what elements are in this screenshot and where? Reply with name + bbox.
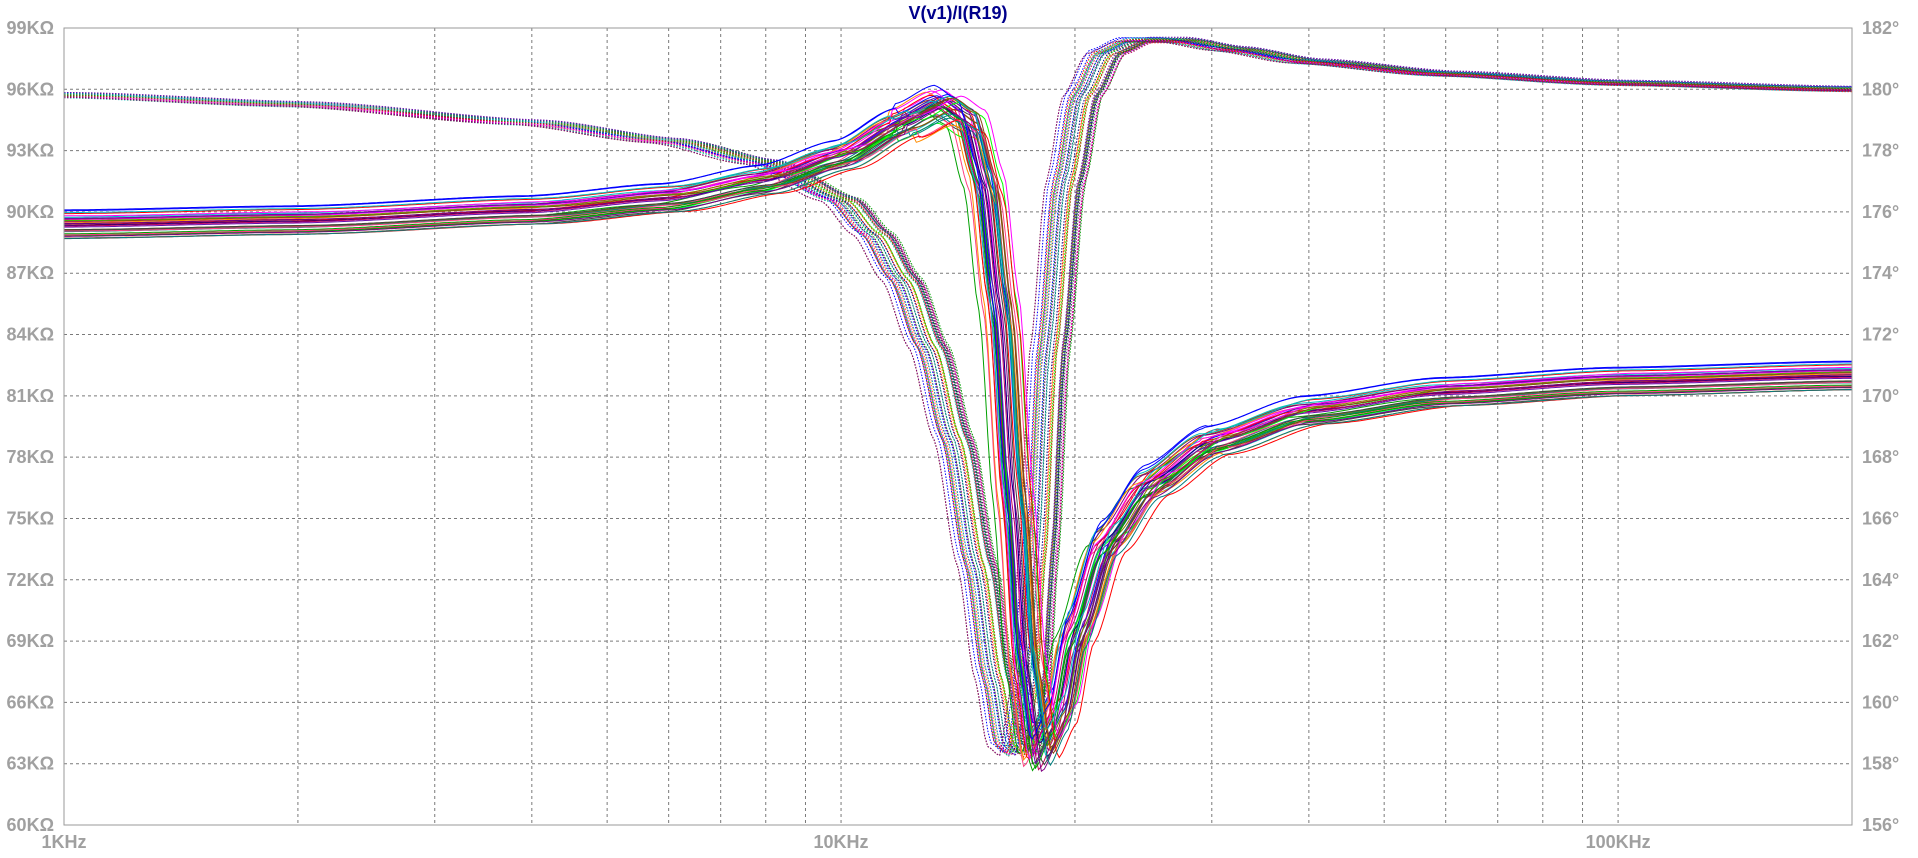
magnitude-trace bbox=[64, 95, 1852, 731]
y-right-tick-label: 164° bbox=[1862, 570, 1899, 590]
y-right-tick-label: 172° bbox=[1862, 325, 1899, 345]
y-left-tick-label: 87KΩ bbox=[7, 263, 54, 283]
y-left-tick-label: 75KΩ bbox=[7, 508, 54, 528]
y-left-tick-label: 84KΩ bbox=[7, 325, 54, 345]
chart-title: V(v1)/I(R19) bbox=[908, 3, 1007, 23]
magnitude-trace bbox=[64, 107, 1852, 744]
y-left-tick-label: 63KΩ bbox=[7, 754, 54, 774]
magnitude-trace bbox=[63, 100, 1852, 736]
magnitude-trace bbox=[64, 106, 1852, 747]
magnitude-trace bbox=[64, 97, 1853, 749]
magnitude-trace bbox=[64, 113, 1852, 767]
phase-trace bbox=[63, 37, 1852, 753]
y-right-tick-label: 158° bbox=[1862, 754, 1899, 774]
y-right-tick-label: 182° bbox=[1862, 18, 1899, 38]
y-right-tick-label: 178° bbox=[1862, 141, 1899, 161]
magnitude-trace bbox=[64, 112, 1852, 761]
magnitude-trace bbox=[64, 96, 1852, 765]
phase-trace bbox=[63, 40, 1852, 756]
y-left-tick-label: 81KΩ bbox=[7, 386, 54, 406]
y-left-tick-label: 90KΩ bbox=[7, 202, 54, 222]
magnitude-trace bbox=[64, 107, 1853, 773]
axis-labels: 99KΩ 96KΩ 93KΩ 90KΩ 87KΩ 84KΩ 81KΩ 78KΩ 75KΩ 72KΩ… bbox=[7, 18, 1900, 852]
magnitude-trace bbox=[64, 99, 1852, 766]
y-right-tick-label: 160° bbox=[1862, 692, 1899, 712]
x-tick-label: 10KHz bbox=[814, 832, 869, 852]
y-left-tick-label: 99KΩ bbox=[7, 18, 54, 38]
y-left-tick-label: 69KΩ bbox=[7, 631, 54, 651]
y-left-tick-label: 93KΩ bbox=[7, 141, 54, 161]
phase-trace bbox=[64, 36, 1853, 751]
y-right-tick-label: 166° bbox=[1862, 508, 1899, 528]
y-left-tick-label: 66KΩ bbox=[7, 692, 54, 712]
y-right-tick-label: 180° bbox=[1862, 79, 1899, 99]
y-left-tick-label: 60KΩ bbox=[7, 815, 54, 835]
y-right-tick-label: 162° bbox=[1862, 631, 1899, 651]
y-right-tick-label: 174° bbox=[1862, 263, 1899, 283]
y-right-tick-label: 168° bbox=[1862, 447, 1899, 467]
plot-frame bbox=[63, 27, 1853, 826]
phase-trace bbox=[63, 41, 1852, 756]
magnitude-trace bbox=[64, 107, 1852, 772]
y-left-tick-label: 96KΩ bbox=[7, 79, 54, 99]
phase-trace bbox=[64, 38, 1852, 754]
magnitude-trace bbox=[64, 104, 1852, 770]
phase-trace bbox=[64, 40, 1852, 756]
magnitude-trace bbox=[64, 108, 1852, 768]
magnitude-trace bbox=[64, 102, 1853, 742]
magnitude-trace bbox=[64, 119, 1852, 740]
y-right-tick-label: 170° bbox=[1862, 386, 1899, 406]
magnitude-trace bbox=[64, 100, 1852, 739]
magnitude-trace bbox=[64, 93, 1852, 746]
magnitude-trace bbox=[64, 95, 1853, 739]
magnitude-trace bbox=[64, 98, 1852, 752]
magnitude-trace bbox=[64, 90, 1852, 760]
magnitude-trace bbox=[64, 91, 1852, 762]
y-right-tick-label: 156° bbox=[1862, 815, 1899, 835]
magnitude-trace bbox=[64, 99, 1852, 740]
traces bbox=[63, 36, 1853, 773]
y-left-tick-label: 72KΩ bbox=[7, 570, 54, 590]
y-right-tick-label: 176° bbox=[1862, 202, 1899, 222]
magnitude-trace bbox=[64, 97, 1852, 747]
x-tick-label: 100KHz bbox=[1586, 832, 1651, 852]
magnitude-trace bbox=[64, 94, 1852, 760]
y-left-tick-label: 78KΩ bbox=[7, 447, 54, 467]
phase-trace bbox=[63, 40, 1852, 757]
magnitude-trace bbox=[64, 95, 1852, 758]
magnitude-trace bbox=[64, 100, 1853, 737]
x-tick-label: 1KHz bbox=[41, 832, 86, 852]
magnitude-trace bbox=[64, 89, 1853, 755]
